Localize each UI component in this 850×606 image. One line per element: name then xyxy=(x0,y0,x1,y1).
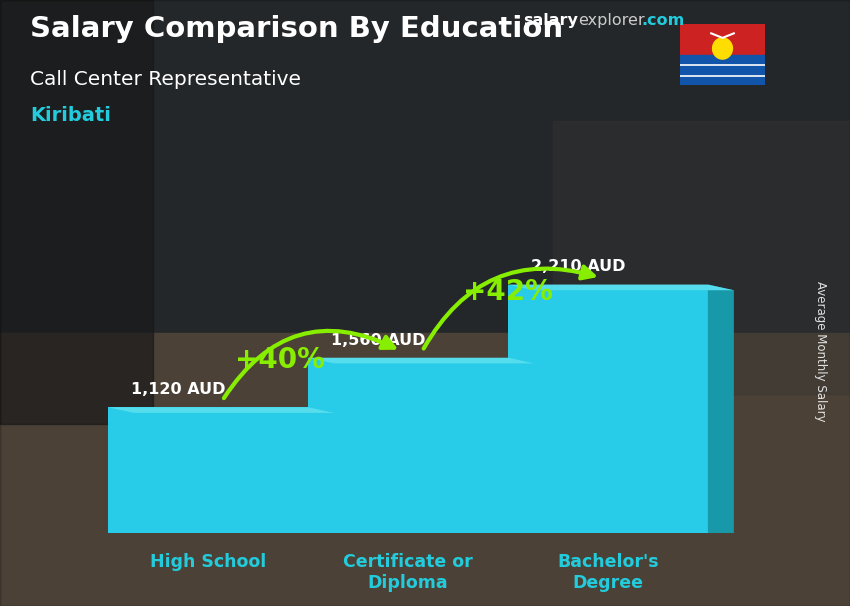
Text: .com: .com xyxy=(642,13,685,28)
Text: Salary Comparison By Education: Salary Comparison By Education xyxy=(30,15,563,43)
Text: +40%: +40% xyxy=(235,346,325,374)
Polygon shape xyxy=(508,358,534,539)
Text: salary: salary xyxy=(523,13,578,28)
Bar xyxy=(0,333,850,606)
Bar xyxy=(0,0,153,424)
Text: 2,210 AUD: 2,210 AUD xyxy=(530,259,626,275)
Polygon shape xyxy=(308,358,534,364)
Text: 1,120 AUD: 1,120 AUD xyxy=(131,382,225,397)
Polygon shape xyxy=(108,533,334,539)
Bar xyxy=(552,121,850,394)
FancyBboxPatch shape xyxy=(108,407,308,533)
Text: Average Monthly Salary: Average Monthly Salary xyxy=(813,281,827,422)
Text: explorer: explorer xyxy=(578,13,644,28)
Text: 1,560 AUD: 1,560 AUD xyxy=(331,333,425,348)
Bar xyxy=(680,55,765,85)
Polygon shape xyxy=(108,407,334,413)
Polygon shape xyxy=(508,285,734,290)
Polygon shape xyxy=(708,285,734,539)
FancyBboxPatch shape xyxy=(308,358,508,533)
Text: +42%: +42% xyxy=(463,278,552,307)
Polygon shape xyxy=(308,407,334,539)
Text: Kiribati: Kiribati xyxy=(30,106,110,125)
Polygon shape xyxy=(508,533,734,539)
Bar xyxy=(0,0,850,333)
FancyBboxPatch shape xyxy=(508,285,708,533)
Circle shape xyxy=(712,38,733,59)
Text: Call Center Representative: Call Center Representative xyxy=(30,70,301,88)
Polygon shape xyxy=(308,533,534,539)
Bar xyxy=(680,24,765,55)
